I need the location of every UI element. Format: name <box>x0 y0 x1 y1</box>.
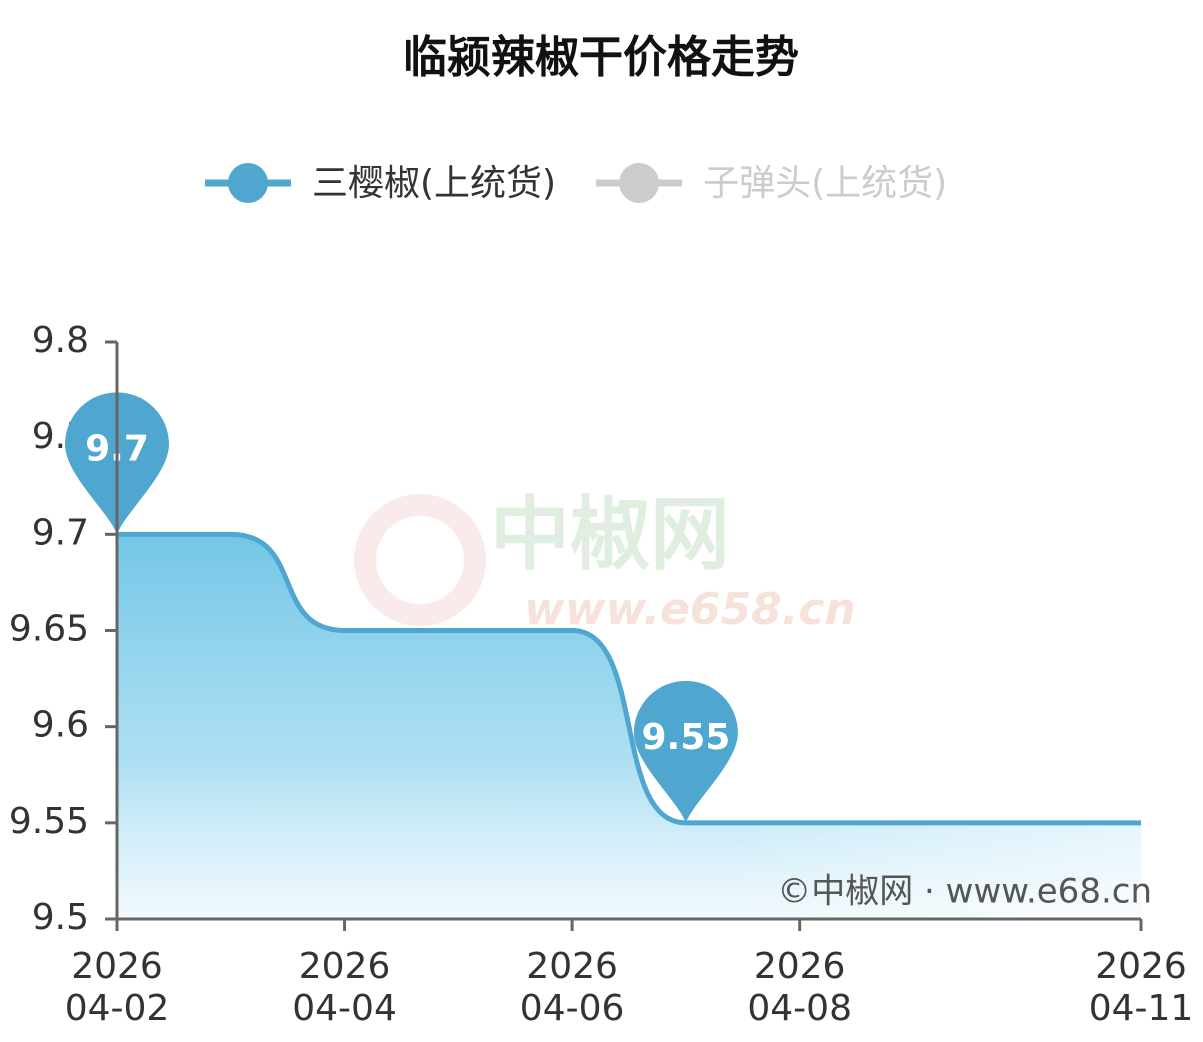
watermark: www.e658.cn <box>524 584 856 635</box>
x-tick-label: 04-11 <box>1089 988 1194 1029</box>
credit: ©中椒网 · www.e68.cn <box>777 872 1152 912</box>
y-tick-label: 9.65 <box>9 609 89 650</box>
x-tick-label: 2026 <box>1095 946 1187 987</box>
x-tick-label: 04-04 <box>292 988 397 1029</box>
x-tick-label: 2026 <box>526 946 618 987</box>
y-tick-label: 9.6 <box>32 705 89 746</box>
watermark-logo <box>354 494 486 626</box>
y-tick-label: 9.5 <box>32 897 89 938</box>
legend-label: 三樱椒(上统货) <box>312 163 556 204</box>
y-tick-label: 9.55 <box>9 801 89 842</box>
watermark: 中椒网 <box>490 488 730 581</box>
y-tick-label: 9.7 <box>32 512 89 553</box>
x-tick-label: 04-08 <box>747 988 852 1029</box>
marker-pin <box>633 680 738 823</box>
y-tick-label: 9.8 <box>32 320 89 361</box>
legend-dot <box>228 163 268 203</box>
chart-title: 临颍辣椒干价格走势 <box>403 32 799 83</box>
legend-dot <box>619 163 660 203</box>
x-tick-label: 2026 <box>71 946 163 987</box>
line <box>117 531 1141 826</box>
marker-label: 9.55 <box>641 717 730 758</box>
x-tick-label: 04-02 <box>65 988 170 1029</box>
x-tick-label: 04-06 <box>520 988 625 1029</box>
legend-label: 子弹头(上统货) <box>703 163 947 204</box>
x-tick-label: 2026 <box>754 946 846 987</box>
x-tick-label: 2026 <box>299 946 391 987</box>
